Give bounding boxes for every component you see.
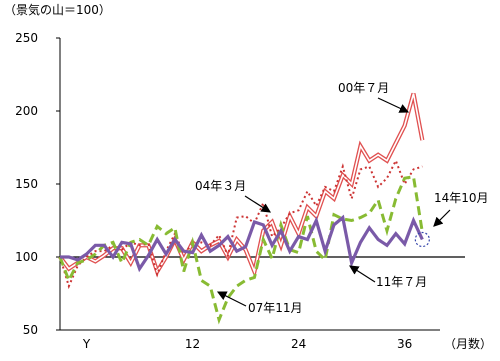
arrow-11-07 (348, 265, 376, 283)
x-axis-label: （月数） (444, 336, 492, 351)
arrow-14-10 (433, 209, 451, 227)
x-tick-label: 24 (291, 337, 306, 351)
y-tick-label: 50 (23, 323, 38, 337)
series-line-07-11 (58, 174, 424, 325)
annotation-00-07: 00年７月 (338, 81, 389, 95)
arrow-04-03 (244, 195, 272, 213)
y-tick-label: 200 (15, 104, 38, 118)
arrow-00-07 (377, 97, 410, 113)
unit-label: （景気の山＝100） (4, 2, 111, 17)
annotation-04-03: 04年３月 (195, 179, 246, 193)
x-tick-label: Y (82, 337, 91, 351)
x-tick-label: 36 (397, 337, 412, 351)
annotation-14-10: 14年10月 (434, 191, 489, 205)
annotation-07-11: 07年11月 (248, 301, 303, 315)
x-tick-label: 12 (185, 337, 200, 351)
y-tick-label: 250 (15, 31, 38, 45)
annotation-11-07: 11年７月 (376, 275, 427, 289)
y-tick-label: 150 (15, 177, 38, 191)
series-line-11-07 (60, 214, 424, 273)
series-line-00-07-inner (59, 93, 424, 275)
series-marker-14-10 (414, 231, 430, 248)
arrow-07-11 (216, 291, 247, 307)
y-tick-label: 100 (15, 250, 38, 264)
series-line-04-03 (59, 158, 423, 290)
